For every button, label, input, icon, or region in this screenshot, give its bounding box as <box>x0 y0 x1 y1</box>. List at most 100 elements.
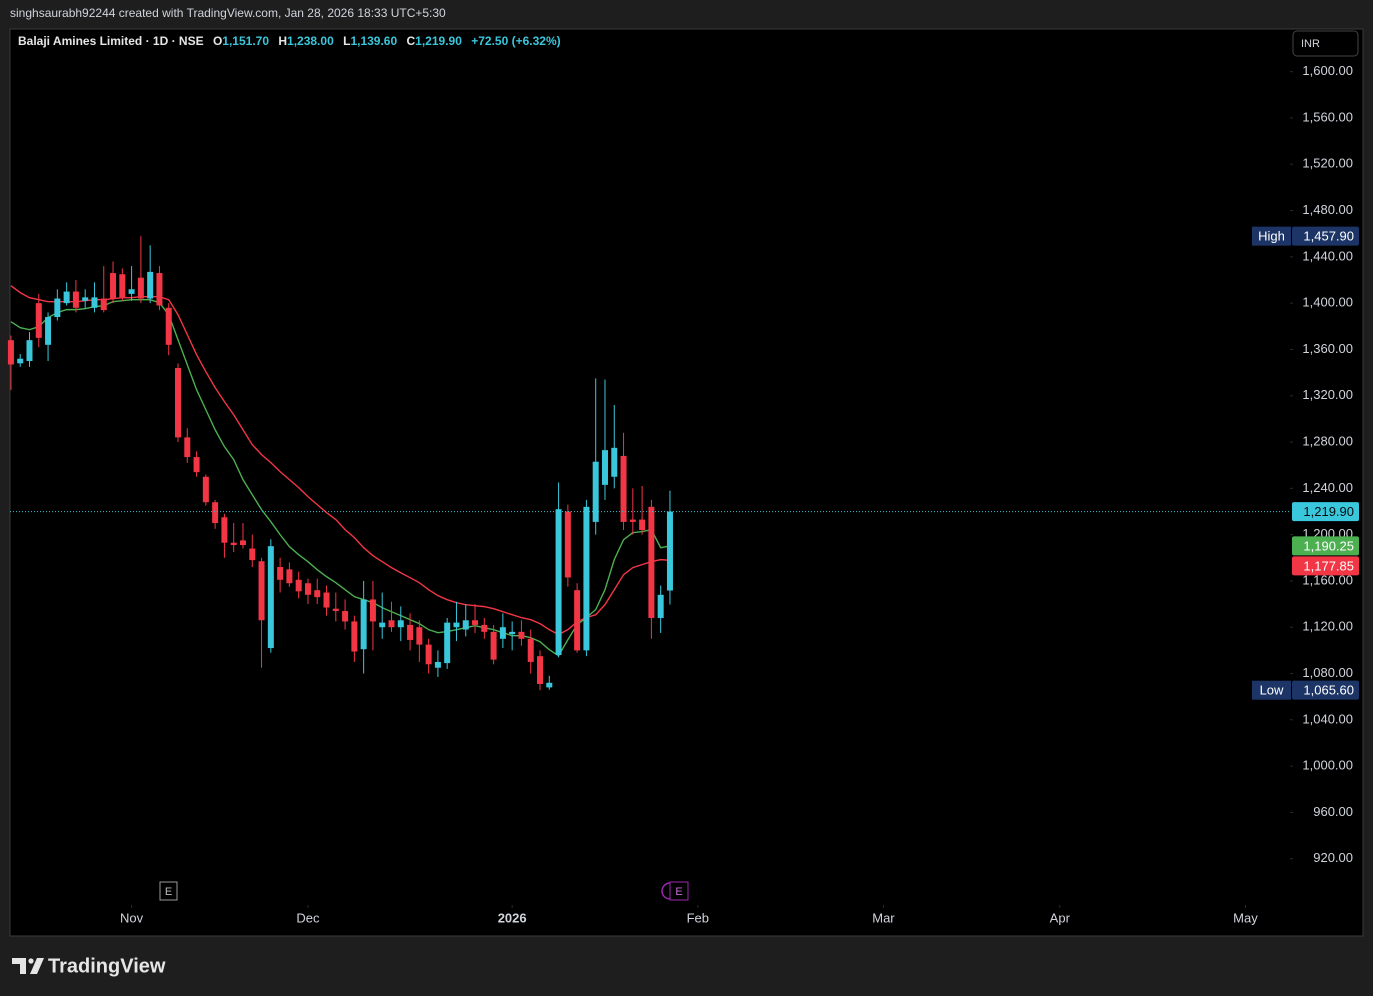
y-tick-label: 1,120.00 <box>1302 619 1353 634</box>
candle-body <box>388 620 395 628</box>
earnings-label[interactable]: E <box>165 886 172 898</box>
y-tick-label: 1,160.00 <box>1302 572 1353 587</box>
candle-body <box>499 627 506 639</box>
currency-label[interactable]: INR <box>1301 38 1320 50</box>
ohlc-key: C <box>407 34 416 48</box>
candle-body <box>369 599 376 622</box>
candle-body <box>239 540 246 546</box>
price-mark-tag <box>1252 680 1291 700</box>
candle-body <box>258 561 265 621</box>
candle-body <box>472 620 479 625</box>
price-mark-box <box>1292 226 1359 246</box>
candle-body <box>648 506 655 618</box>
candle-body <box>156 273 163 306</box>
candle-body <box>583 506 590 651</box>
candle-body <box>165 307 172 345</box>
candle-body <box>91 297 98 308</box>
candle-body <box>611 447 618 477</box>
candle-body <box>518 631 525 639</box>
candle-body <box>379 622 386 628</box>
candle-body <box>184 437 191 458</box>
candle-body <box>425 644 432 665</box>
candle-body <box>407 624 414 640</box>
earnings-box[interactable] <box>159 881 178 901</box>
currency-button[interactable] <box>1292 30 1359 57</box>
x-tick-label: Apr <box>1050 910 1071 925</box>
price-mark-tag <box>1252 226 1291 246</box>
ohlc-value: 1,238.00 <box>287 34 334 48</box>
candle-body <box>620 455 627 522</box>
earnings-ring <box>661 882 671 900</box>
candle-body <box>304 583 311 595</box>
y-tick-label: 1,520.00 <box>1302 156 1353 171</box>
candle-body <box>212 502 219 524</box>
earnings-marker[interactable]: E <box>159 881 178 901</box>
watermark: singhsaurabh92244 created with TradingVi… <box>10 6 446 20</box>
candle-body <box>137 277 144 299</box>
candle-body <box>397 620 404 628</box>
candle-body <box>202 476 209 503</box>
price-mark-box <box>1292 556 1359 576</box>
candle-body <box>444 622 451 664</box>
candle-body <box>639 519 646 530</box>
candle-body <box>564 511 571 578</box>
y-tick-label: 920.00 <box>1313 850 1353 865</box>
ohlc-key: H <box>278 34 287 48</box>
ohlc-value: 1,139.60 <box>350 34 397 48</box>
y-tick-label: 1,000.00 <box>1302 758 1353 773</box>
candle-body <box>54 298 61 318</box>
candle-body <box>295 579 302 592</box>
y-tick-label: 960.00 <box>1313 804 1353 819</box>
candle-body <box>147 271 154 299</box>
earnings-box[interactable] <box>669 881 689 901</box>
price-mark-label: Low <box>1260 683 1284 698</box>
candle-body <box>314 590 321 598</box>
price-mark-label: High <box>1258 229 1285 244</box>
candle-body <box>629 519 636 522</box>
y-tick-label: 1,280.00 <box>1302 433 1353 448</box>
candle-body <box>230 542 237 546</box>
candle-body <box>509 631 516 635</box>
candle-body <box>35 303 42 338</box>
price-mark-value: 1,219.90 <box>1303 504 1354 519</box>
ohlc-value: 1,151.70 <box>222 34 269 48</box>
brand-name: TradingView <box>48 955 166 977</box>
brand-logo: TradingView <box>12 955 166 977</box>
candle-body <box>416 627 423 645</box>
candle-body <box>72 291 79 308</box>
y-tick-label: 1,360.00 <box>1302 341 1353 356</box>
candle-body <box>342 611 349 622</box>
price-mark-value: 1,065.60 <box>1303 683 1354 698</box>
logo-icon <box>30 958 44 974</box>
candle-body <box>128 289 135 294</box>
candle-body <box>193 457 200 473</box>
x-tick-label: Dec <box>296 910 320 925</box>
price-mark-box <box>1292 536 1359 556</box>
y-tick-label: 1,040.00 <box>1302 711 1353 726</box>
price-mark-box <box>1292 680 1359 700</box>
candle-body <box>323 592 330 608</box>
candle-body <box>351 621 358 652</box>
candle-body <box>537 656 544 684</box>
candle-body <box>17 358 24 364</box>
y-tick-label: 1,560.00 <box>1302 109 1353 124</box>
x-tick-label: May <box>1233 910 1258 925</box>
candle-body <box>249 548 256 561</box>
chart-title: Balaji Amines Limited · 1D · NSE <box>18 34 204 48</box>
earnings-label[interactable]: E <box>675 886 682 898</box>
candle-body <box>332 608 339 612</box>
candle-body <box>63 291 70 304</box>
earnings-marker[interactable]: E <box>661 881 689 901</box>
ohlc-key: L <box>343 34 350 48</box>
candle-body <box>555 509 562 655</box>
y-tick-label: 1,600.00 <box>1302 63 1353 78</box>
candle-body <box>100 298 107 311</box>
x-tick-label: Nov <box>120 910 144 925</box>
candle-body <box>82 297 89 301</box>
candle-body <box>666 511 673 591</box>
candle-body <box>490 631 497 660</box>
candle-body <box>434 661 441 668</box>
price-mark-value: 1,190.25 <box>1303 538 1354 553</box>
